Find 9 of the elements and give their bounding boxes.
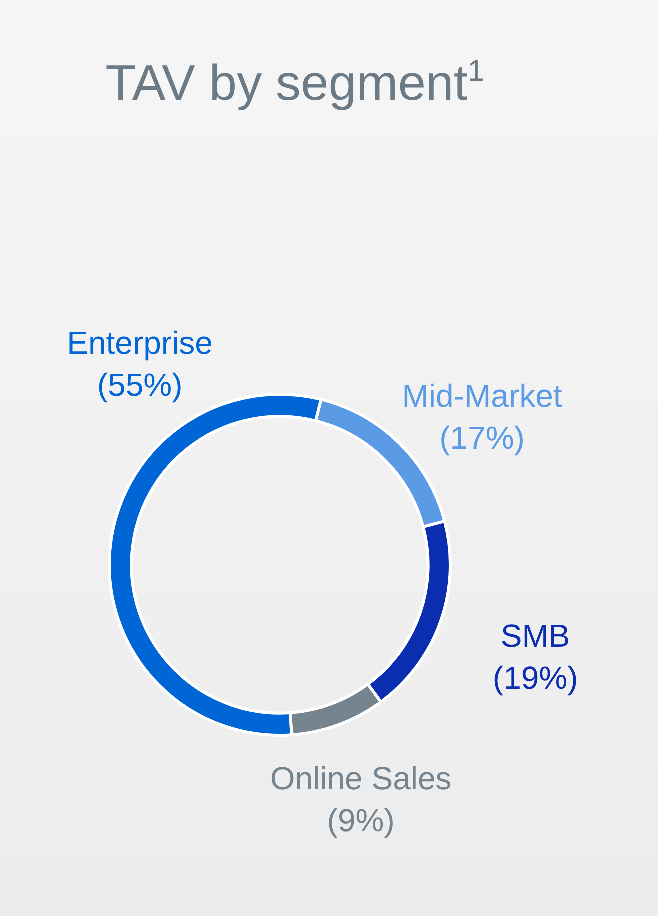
slice-label: SMB (500, 618, 570, 654)
chart-title: TAV by segment$^{1}$ (104, 54, 486, 113)
slice-label: Online Sales (270, 760, 452, 796)
slice-label: Enterprise (67, 324, 213, 361)
data-label: (9%) (327, 802, 395, 838)
slice-label: Mid-Market (402, 378, 562, 414)
data-label: (55%) (97, 366, 183, 403)
data-label: (17%) (440, 420, 525, 456)
data-label: (19%) (492, 660, 578, 696)
